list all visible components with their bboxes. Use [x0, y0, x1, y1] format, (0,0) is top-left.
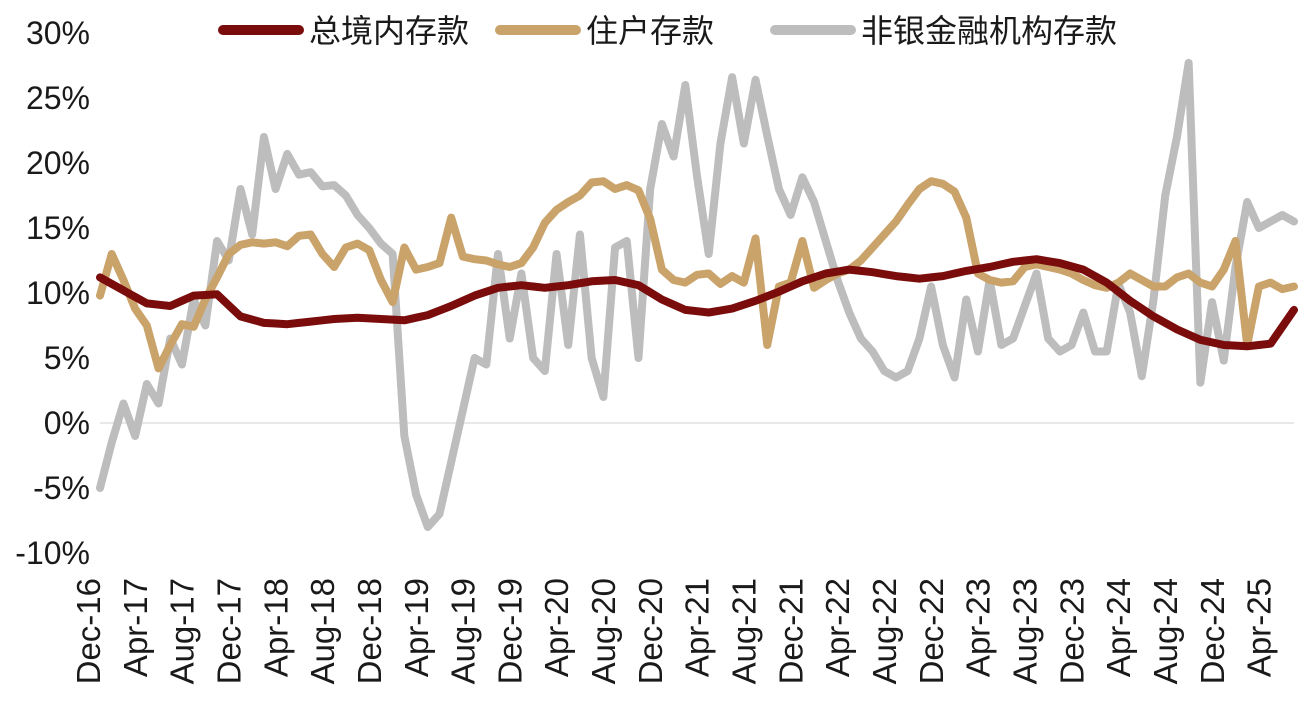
svg-text:0%: 0% — [44, 405, 90, 441]
svg-text:Aug-20: Aug-20 — [585, 578, 622, 684]
svg-text:Aug-21: Aug-21 — [726, 578, 763, 684]
svg-text:Dec-23: Dec-23 — [1053, 578, 1090, 684]
svg-text:Dec-17: Dec-17 — [210, 578, 247, 684]
svg-text:非银金融机构存款: 非银金融机构存款 — [861, 13, 1117, 49]
svg-text:Aug-18: Aug-18 — [304, 578, 341, 684]
svg-text:Dec-24: Dec-24 — [1194, 578, 1231, 684]
svg-text:住户存款: 住户存款 — [586, 13, 714, 49]
svg-text:Aug-17: Aug-17 — [164, 578, 201, 684]
svg-text:30%: 30% — [26, 15, 90, 51]
svg-text:Apr-24: Apr-24 — [1100, 578, 1137, 677]
svg-text:-5%: -5% — [33, 470, 90, 506]
svg-text:10%: 10% — [26, 275, 90, 311]
svg-text:20%: 20% — [26, 145, 90, 181]
svg-text:Dec-21: Dec-21 — [772, 578, 809, 684]
svg-text:Aug-24: Aug-24 — [1147, 578, 1184, 684]
svg-text:总境内存款: 总境内存款 — [309, 13, 469, 49]
svg-text:Aug-19: Aug-19 — [445, 578, 482, 684]
svg-text:Apr-23: Apr-23 — [960, 578, 997, 677]
svg-text:Apr-20: Apr-20 — [538, 578, 575, 677]
svg-text:5%: 5% — [44, 340, 90, 376]
svg-text:Apr-25: Apr-25 — [1241, 578, 1278, 677]
svg-text:Aug-22: Aug-22 — [866, 578, 903, 684]
svg-text:Dec-18: Dec-18 — [351, 578, 388, 684]
svg-text:Apr-17: Apr-17 — [117, 578, 154, 677]
svg-text:Apr-22: Apr-22 — [819, 578, 856, 677]
svg-text:25%: 25% — [26, 80, 90, 116]
svg-text:Apr-21: Apr-21 — [679, 578, 716, 677]
svg-text:Apr-19: Apr-19 — [398, 578, 435, 677]
svg-text:Dec-20: Dec-20 — [632, 578, 669, 684]
svg-text:Dec-16: Dec-16 — [70, 578, 107, 684]
svg-text:15%: 15% — [26, 210, 90, 246]
svg-text:Dec-22: Dec-22 — [913, 578, 950, 684]
svg-text:-10%: -10% — [15, 535, 90, 571]
svg-text:Apr-18: Apr-18 — [257, 578, 294, 677]
svg-text:Aug-23: Aug-23 — [1006, 578, 1043, 684]
svg-text:Dec-19: Dec-19 — [491, 578, 528, 684]
